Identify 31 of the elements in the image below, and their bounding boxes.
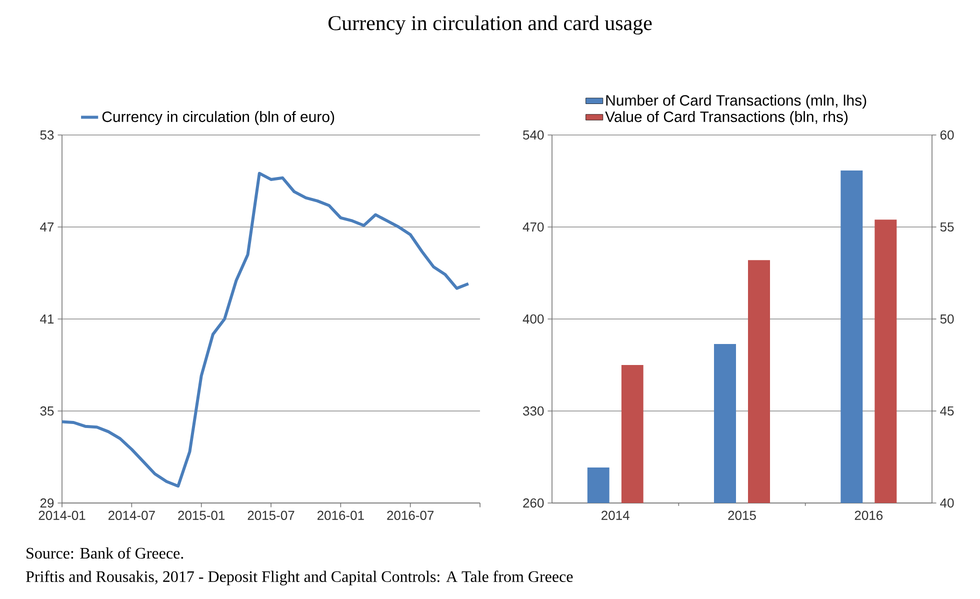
y-tick-label: 540 xyxy=(523,130,544,140)
y2-tick-label: 60 xyxy=(940,130,954,140)
y-tick-label: 29 xyxy=(40,498,54,508)
y-tick-label: 260 xyxy=(523,498,544,508)
y2-tick-label: 55 xyxy=(940,222,954,232)
x-tick-label: 2014 xyxy=(602,510,630,520)
x-tick-label: 2015 xyxy=(728,510,756,520)
x-tick-label: 2015-01 xyxy=(178,510,225,520)
chart-title: Currency in circulation and card usage xyxy=(328,15,652,35)
y-tick-label: 470 xyxy=(522,222,544,232)
x-tick-label: 2016-07 xyxy=(387,510,434,520)
line-series xyxy=(62,172,470,488)
y2-tick-label: 40 xyxy=(940,498,954,508)
x-tick-label: 2014-01 xyxy=(38,510,86,520)
y-tick-label: 400 xyxy=(522,314,544,324)
text: Priftis and Rousakis, 2017 - Deposit Flight and Capital Controls: A Tale from Greece xyxy=(26,570,573,586)
y2-tick-label: 50 xyxy=(940,314,954,324)
legend-label: Currency in circulation (bln of euro) xyxy=(102,111,334,126)
y2-tick-label: 45 xyxy=(940,406,954,416)
y-tick-label: 330 xyxy=(523,406,544,416)
y-tick-label: 53 xyxy=(40,130,54,140)
source-note: Source: Bank of Greece. xyxy=(26,547,184,559)
y-tick-label: 35 xyxy=(40,406,54,416)
x-tick-label: 2016-01 xyxy=(317,510,364,520)
x-tick-label: 2014-07 xyxy=(108,510,155,520)
legend-label: Value of Card Transactions (bln, rhs) xyxy=(605,111,848,126)
x-tick-label: 2015-07 xyxy=(248,510,294,520)
legend-label: Number of Card Transactions (mln, lhs) xyxy=(606,94,866,109)
x-tick-label: 2016 xyxy=(854,510,883,520)
y-tick-label: 41 xyxy=(40,314,54,324)
y-tick-label: 47 xyxy=(40,222,54,232)
